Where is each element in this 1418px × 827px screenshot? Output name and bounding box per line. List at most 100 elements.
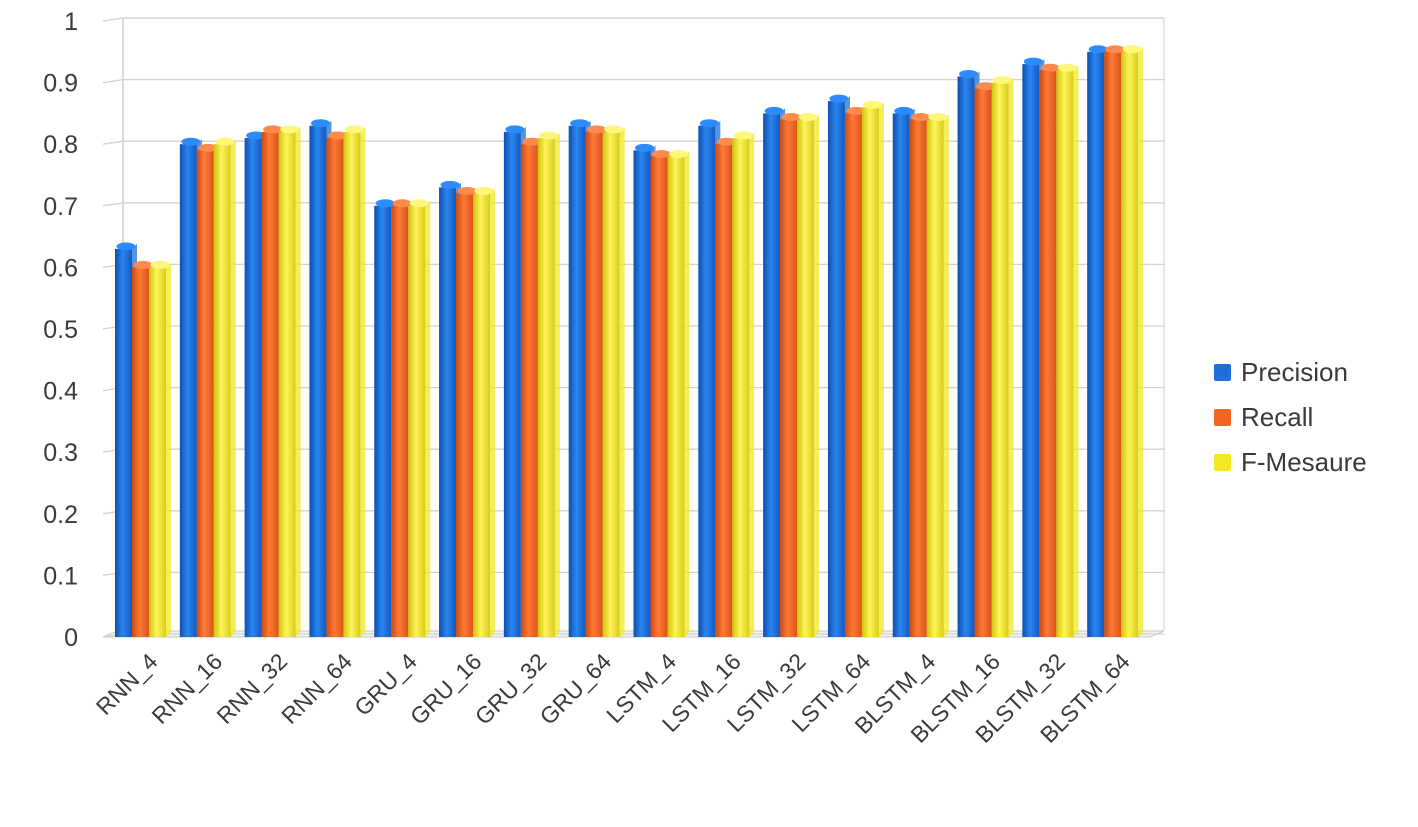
bar-top — [798, 113, 818, 122]
x-tick-label: RNN_16 — [147, 648, 228, 729]
bar-front — [780, 119, 798, 637]
bar-f-mesaure — [861, 100, 884, 638]
bar-front — [732, 138, 750, 638]
bar-front — [343, 131, 361, 637]
bar-front — [213, 144, 231, 637]
bar-side — [943, 114, 949, 637]
bar-front — [892, 113, 910, 637]
bar-front — [633, 150, 651, 638]
bar-top — [781, 113, 801, 122]
bar-front — [374, 205, 392, 638]
bar-top — [344, 125, 364, 134]
bar-side — [684, 151, 690, 637]
y-tick-label: 0 — [64, 624, 78, 652]
bar-front — [196, 150, 214, 638]
bar-front — [602, 131, 620, 637]
bar-side — [425, 200, 431, 638]
bar-front — [456, 193, 474, 638]
bar-top — [409, 199, 429, 208]
bar-top — [1023, 57, 1043, 66]
bar-f-mesaure — [473, 186, 496, 638]
y-tick-label: 0.1 — [43, 562, 78, 590]
legend-swatch-f-mesaure — [1214, 454, 1231, 471]
bar-f-mesaure — [537, 131, 560, 638]
bar-top — [699, 119, 719, 128]
bar-top — [829, 94, 849, 103]
bar-top — [539, 131, 559, 140]
bar-top — [733, 131, 753, 140]
x-tick-label: RNN_32 — [211, 648, 292, 729]
y-axis-ticks: 0 0.1 0.2 0.3 0.4 0.5 0.6 0.7 0.8 0.9 1 — [43, 8, 78, 652]
bar-front — [326, 138, 344, 638]
bar-side — [1073, 65, 1079, 637]
bar-top — [375, 199, 395, 208]
y-tick-label: 0.6 — [43, 254, 78, 282]
x-tick-label: RNN_64 — [276, 648, 357, 729]
bar-f-mesaure — [278, 125, 301, 637]
bar-top — [181, 137, 201, 146]
bar-side — [490, 188, 496, 638]
bar-top — [392, 199, 412, 208]
bar-side — [749, 133, 755, 638]
bar-side — [295, 126, 301, 637]
y-tick-label: 1 — [64, 8, 78, 36]
bar-top — [587, 125, 607, 134]
bar-top — [198, 143, 218, 152]
gridline-side — [102, 140, 124, 145]
legend-item-recall: Recall — [1214, 395, 1367, 440]
bar-top — [440, 180, 460, 189]
legend-label-recall: Recall — [1241, 402, 1314, 432]
bar-top — [635, 143, 654, 152]
bar-front — [827, 101, 845, 637]
bar-side — [166, 262, 171, 637]
bar-top — [522, 137, 542, 146]
bar-front — [537, 138, 555, 638]
bar-side — [878, 102, 884, 638]
bar-front — [1022, 64, 1040, 638]
bar-top — [280, 125, 300, 134]
bar-front — [1121, 51, 1139, 638]
bar-top — [928, 113, 948, 122]
gridline-side — [102, 202, 124, 207]
bar-top — [133, 260, 153, 269]
bar-top — [570, 119, 590, 128]
bar-front — [763, 113, 781, 637]
bar-side — [1138, 46, 1144, 638]
bar-front — [261, 131, 279, 637]
bar-front — [909, 119, 927, 637]
bar-front — [844, 113, 862, 637]
bar-f-mesaure — [408, 199, 431, 638]
bar-front — [974, 88, 992, 637]
bar-top — [505, 125, 525, 134]
bar-front — [179, 144, 197, 637]
bar-front — [1104, 51, 1122, 638]
x-tick-label: GRU_32 — [470, 648, 552, 730]
bar-top — [604, 125, 624, 134]
bar-top — [327, 131, 347, 140]
bar-f-mesaure — [732, 131, 755, 638]
bar-top — [474, 186, 494, 195]
bar-front — [408, 205, 426, 638]
bar-front — [503, 131, 521, 637]
bar-front — [926, 119, 944, 637]
legend-label-f-mesaure: F-Mesaure — [1241, 447, 1367, 477]
bar-side — [554, 133, 560, 638]
bar-top — [263, 125, 283, 134]
gridline-side — [102, 78, 124, 84]
bar-f-mesaure — [667, 150, 690, 637]
bar-front — [957, 76, 975, 637]
legend-swatch-recall — [1214, 409, 1231, 426]
bar-top — [669, 150, 688, 159]
x-tick-label: GRU_64 — [535, 648, 617, 730]
y-tick-label: 0.4 — [43, 378, 78, 406]
bar-front — [278, 131, 296, 637]
bar-top — [246, 131, 266, 140]
bar-top — [976, 82, 996, 91]
bar-front — [520, 144, 538, 637]
bar-top — [959, 69, 979, 78]
bar-front — [115, 248, 132, 638]
bar-front — [698, 125, 716, 637]
bar-front — [149, 267, 166, 637]
bar-top — [150, 260, 170, 269]
bar-front — [715, 144, 733, 637]
